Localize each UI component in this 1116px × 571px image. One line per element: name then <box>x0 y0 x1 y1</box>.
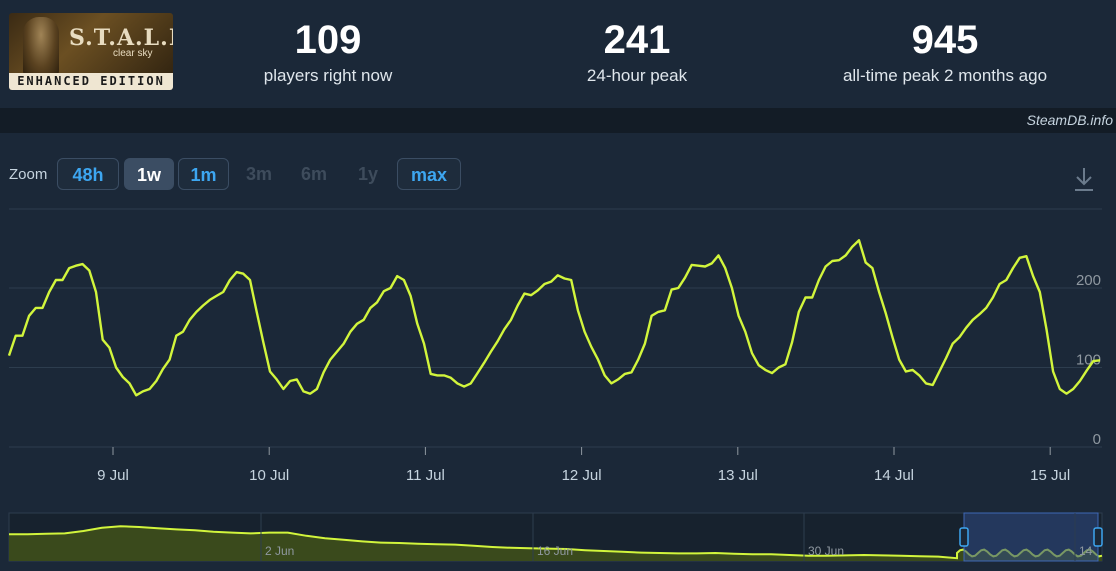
y-axis-labels: 0 100 200 <box>1076 272 1101 448</box>
y-tick-label: 200 <box>1076 272 1101 289</box>
zoom-48h-button[interactable]: 48h <box>57 158 119 190</box>
logo-title: S.T.A.L.K.E.R <box>69 25 173 51</box>
x-tick-label: 14 Jul <box>874 467 914 484</box>
x-tick-label: 11 Jul <box>406 467 445 484</box>
navigator-handle-left[interactable] <box>959 527 969 547</box>
x-tick-label: 15 Jul <box>1030 467 1070 484</box>
steamdb-credit[interactable]: SteamDB.info <box>1026 112 1113 128</box>
stat-players-now: 109 players right now <box>228 16 428 86</box>
game-logo[interactable]: S.T.A.L.K.E.R clear sky ENHANCED EDITION <box>9 13 173 90</box>
y-tick-label: 0 <box>1093 431 1101 448</box>
x-tick-label: 12 Jul <box>562 467 602 484</box>
credit-strip: SteamDB.info <box>0 108 1116 133</box>
stat-24h-peak: 241 24-hour peak <box>537 16 737 86</box>
zoom-max-button[interactable]: max <box>397 158 461 190</box>
logo-subtitle: clear sky <box>113 48 153 59</box>
zoom-3m-button: 3m <box>245 164 272 184</box>
stat-value: 109 <box>294 18 362 62</box>
navigator-area <box>9 526 1102 561</box>
stat-label: 24-hour peak <box>586 66 688 85</box>
stalker-figure-image <box>23 17 59 77</box>
x-axis-ticks: 9 Jul 10 Jul 11 Jul 12 Jul 13 Jul 14 Jul 15 Ju… <box>97 447 1070 484</box>
logo-edition: ENHANCED EDITION <box>9 73 173 90</box>
zoom-1y-button: 1y <box>357 164 379 184</box>
grid-lines <box>9 208 1102 448</box>
navigator-handle-right[interactable] <box>1093 527 1103 547</box>
navigator-tick-label: 16 Jun <box>537 544 573 558</box>
y-tick-label: 100 <box>1076 352 1101 369</box>
navigator-tick-label: 14 <box>1079 544 1093 558</box>
navigator-line <box>9 525 1103 560</box>
series-line-players <box>7 239 1101 397</box>
navigator-tick-label: 2 Jun <box>265 544 294 558</box>
stat-value: 241 <box>603 18 671 62</box>
x-tick-label: 10 Jul <box>249 467 289 484</box>
navigator-background <box>8 512 1103 562</box>
stat-all-time-peak: 945 all-time peak 2 months ago <box>815 16 1075 86</box>
stat-label: all-time peak 2 months ago <box>842 66 1048 85</box>
zoom-1w-button[interactable]: 1w <box>124 158 174 190</box>
stat-label: players right now <box>263 66 393 85</box>
stats-header: S.T.A.L.K.E.R clear sky ENHANCED EDITION… <box>0 0 1116 108</box>
navigator-tick-label: 30 Jun <box>808 544 844 558</box>
x-tick-label: 13 Jul <box>718 467 758 484</box>
zoom-6m-button: 6m <box>300 164 327 184</box>
stat-value: 945 <box>911 18 979 62</box>
x-tick-label: 9 Jul <box>97 467 129 484</box>
zoom-1m-button[interactable]: 1m <box>178 158 229 190</box>
download-icon[interactable] <box>1073 166 1095 192</box>
navigator-selection[interactable] <box>963 512 1099 562</box>
range-navigator[interactable]: 2 Jun 16 Jun 30 Jun 14 <box>8 512 1103 562</box>
zoom-label: Zoom <box>9 166 48 183</box>
